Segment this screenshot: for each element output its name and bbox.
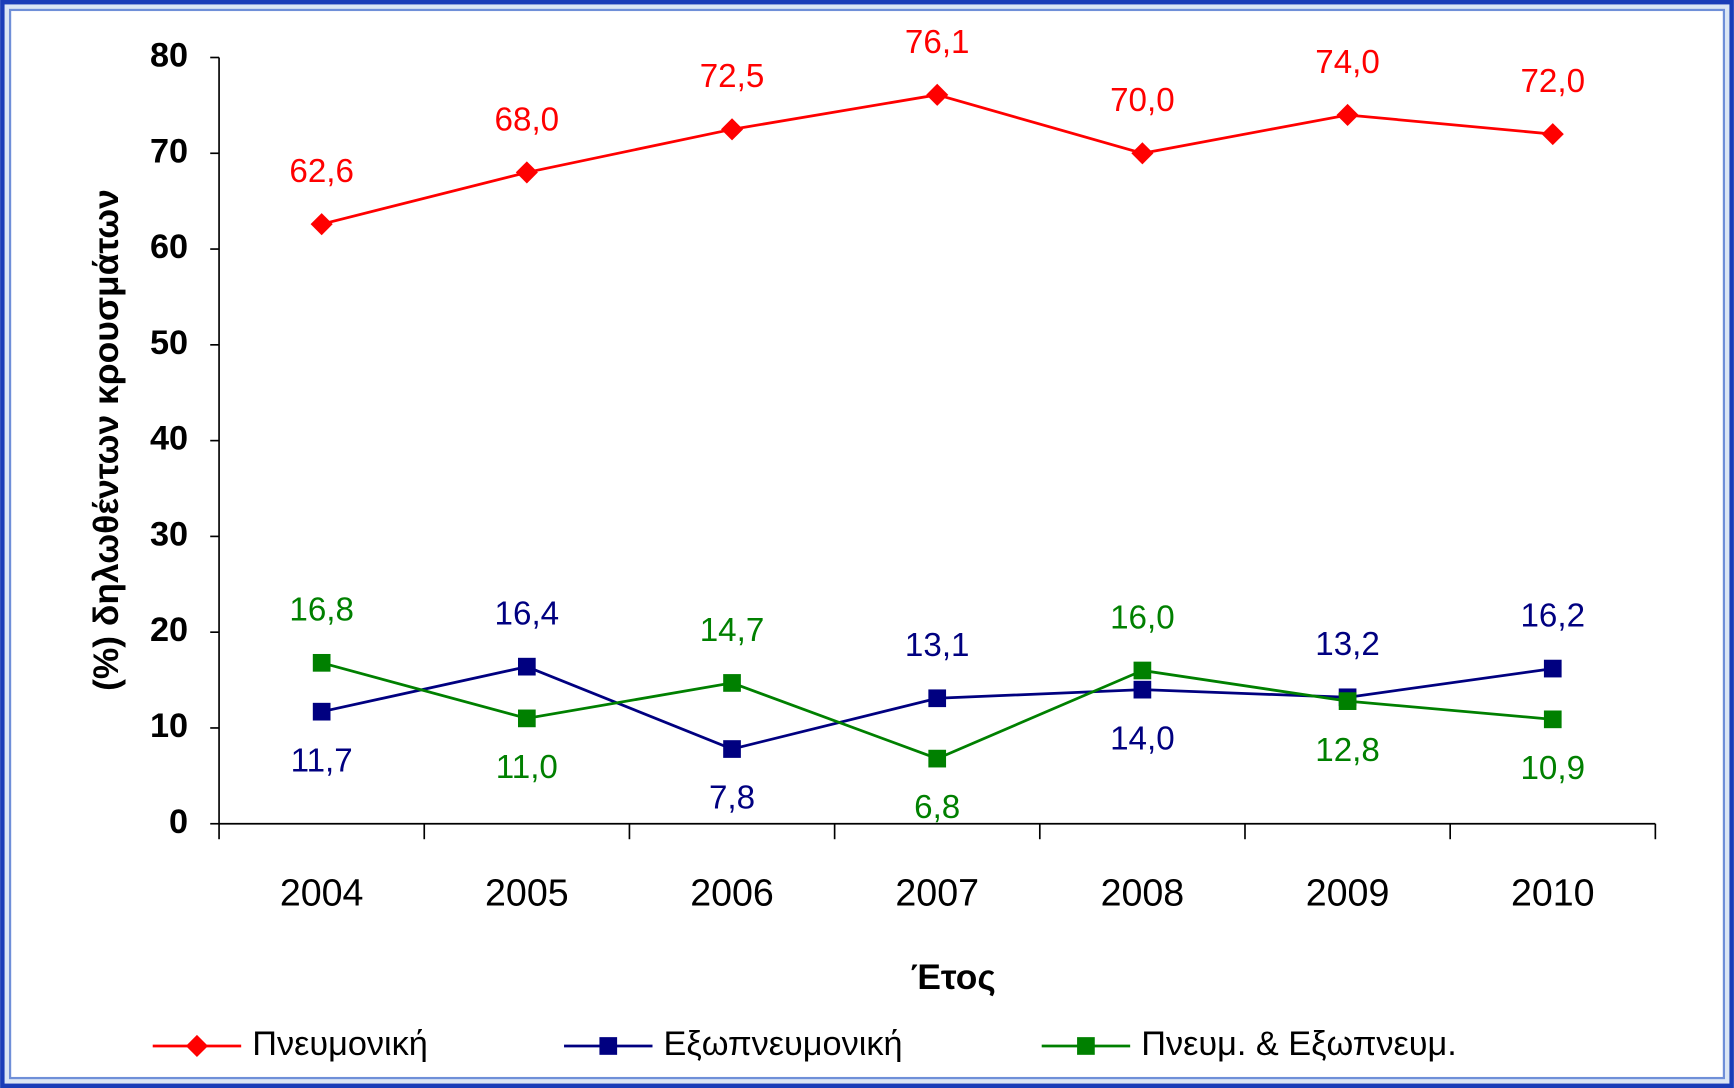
data-label: 76,1 bbox=[905, 24, 970, 61]
x-tick-label: 2010 bbox=[1511, 872, 1595, 914]
y-tick-label: 80 bbox=[150, 37, 188, 75]
y-tick-label: 60 bbox=[150, 228, 188, 266]
data-point bbox=[1336, 103, 1359, 127]
data-label: 16,2 bbox=[1520, 597, 1585, 634]
data-label: 70,0 bbox=[1110, 82, 1175, 119]
data-point bbox=[1543, 659, 1562, 678]
legend-label: Πνευμ. & Εξωπνευμ. bbox=[1141, 1025, 1457, 1063]
data-label: 16,0 bbox=[1110, 599, 1175, 636]
data-point bbox=[312, 702, 331, 721]
data-point bbox=[1543, 710, 1562, 729]
data-label: 10,9 bbox=[1520, 750, 1585, 787]
data-label: 13,2 bbox=[1315, 626, 1380, 663]
data-label: 72,0 bbox=[1520, 63, 1585, 100]
x-axis-title: Έτος bbox=[911, 958, 996, 997]
data-label: 7,8 bbox=[709, 780, 755, 817]
data-label: 13,1 bbox=[905, 627, 970, 664]
data-point bbox=[517, 657, 536, 676]
x-tick-label: 2004 bbox=[280, 872, 364, 914]
data-label: 11,7 bbox=[291, 742, 353, 779]
data-label: 14,0 bbox=[1110, 720, 1175, 757]
chart-area bbox=[8, 8, 1726, 1080]
y-tick-label: 30 bbox=[150, 515, 188, 553]
y-tick-label: 50 bbox=[150, 324, 188, 362]
data-point bbox=[926, 83, 949, 106]
y-tick-label: 70 bbox=[150, 132, 188, 170]
data-point bbox=[723, 674, 741, 692]
legend-label: Πνευμονική bbox=[252, 1025, 428, 1063]
x-tick-label: 2009 bbox=[1306, 872, 1390, 914]
data-point bbox=[928, 749, 947, 768]
x-tick-label: 2007 bbox=[895, 872, 979, 914]
data-label: 16,4 bbox=[495, 596, 560, 633]
y-tick-label: 40 bbox=[150, 420, 188, 458]
data-label: 62,6 bbox=[289, 153, 354, 190]
data-point bbox=[1133, 661, 1152, 680]
data-label: 74,0 bbox=[1315, 44, 1380, 81]
y-tick-label: 0 bbox=[169, 803, 188, 841]
x-tick-label: 2005 bbox=[485, 872, 569, 914]
x-tick-label: 2006 bbox=[690, 872, 774, 914]
data-point bbox=[1133, 680, 1152, 699]
data-label: 16,8 bbox=[289, 592, 354, 629]
y-tick-label: 10 bbox=[150, 707, 188, 745]
data-point bbox=[515, 161, 538, 184]
legend-marker bbox=[599, 1037, 618, 1055]
data-point bbox=[1541, 123, 1564, 146]
data-point bbox=[928, 689, 947, 708]
y-tick-label: 20 bbox=[150, 611, 188, 649]
data-point bbox=[720, 118, 744, 141]
legend-marker bbox=[1077, 1037, 1095, 1055]
data-point bbox=[517, 709, 536, 728]
legend-label: Εξωπνευμονική bbox=[664, 1025, 903, 1063]
data-label: 68,0 bbox=[495, 101, 560, 138]
legend-marker bbox=[185, 1034, 209, 1058]
data-point bbox=[312, 653, 331, 672]
x-tick-label: 2008 bbox=[1101, 872, 1185, 914]
data-label: 6,8 bbox=[914, 789, 960, 826]
data-label: 14,7 bbox=[700, 612, 765, 649]
data-point bbox=[1338, 692, 1357, 710]
data-label: 72,5 bbox=[700, 58, 765, 95]
data-point bbox=[723, 740, 741, 758]
y-axis-title: (%) δηλωθέντων κρουσμάτων bbox=[87, 189, 126, 691]
data-label: 12,8 bbox=[1315, 732, 1380, 769]
data-point bbox=[310, 213, 333, 236]
data-label: 11,0 bbox=[496, 749, 558, 786]
